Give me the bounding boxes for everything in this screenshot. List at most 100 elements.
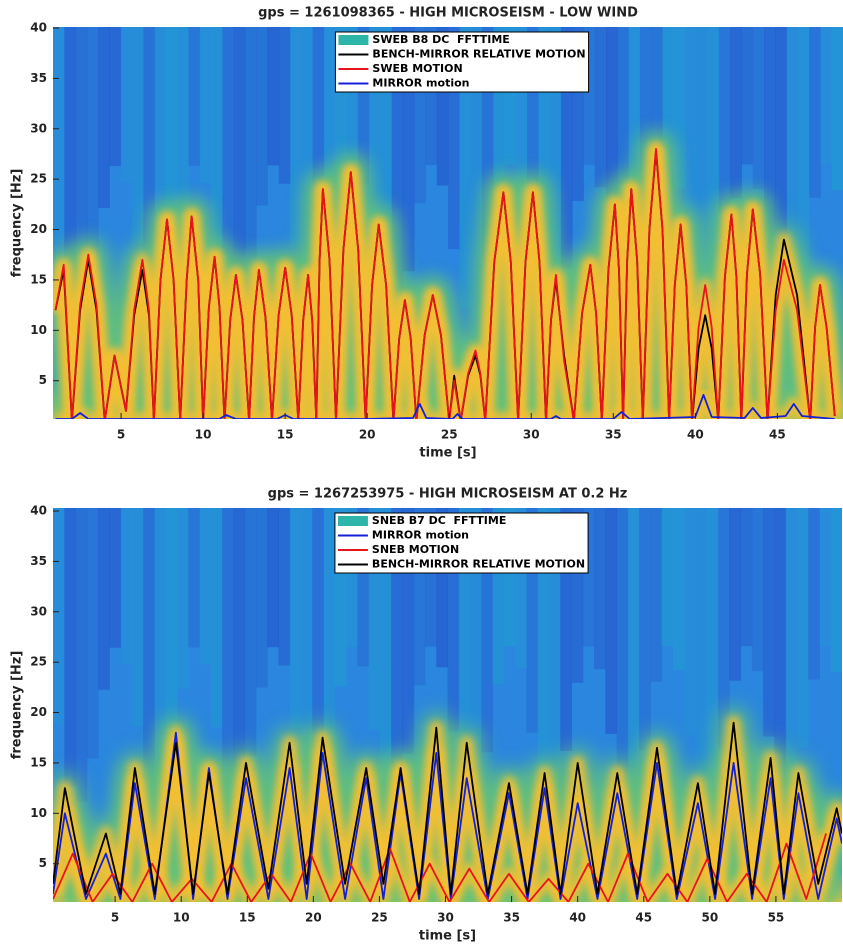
legend-box (334, 31, 590, 93)
spectrogram-texture (424, 508, 437, 647)
spectrogram-texture (470, 508, 482, 800)
x-tick-label: 20 (359, 428, 376, 442)
spectrogram-texture (369, 27, 381, 248)
x-tick-label: 45 (635, 911, 652, 925)
spectrogram-texture (244, 27, 257, 274)
spectrogram-texture (278, 508, 291, 666)
spectrogram-texture (628, 27, 641, 317)
spectrogram-texture (222, 27, 235, 306)
spectrogram-texture (830, 508, 842, 673)
spectrogram-texture (402, 508, 415, 754)
spectrogram-texture (808, 508, 820, 680)
legend-label: MIRROR motion (372, 529, 469, 542)
spectrogram-texture (53, 27, 65, 243)
spectrogram-texture (492, 508, 505, 685)
spectrogram-texture (696, 27, 709, 310)
spectrogram-texture (334, 508, 347, 687)
spectrogram-texture (684, 508, 696, 736)
spectrogram-texture (751, 508, 764, 672)
spectrogram-texture (244, 508, 257, 756)
spectrogram-texture (560, 27, 573, 269)
spectrogram-texture (64, 27, 77, 305)
spectrogram-texture (538, 27, 551, 309)
x-tick-label: 15 (277, 428, 294, 442)
spectrogram-texture (572, 27, 584, 202)
spectrogram-texture (143, 508, 155, 788)
spectrogram-texture (662, 27, 675, 165)
spectrogram-texture (131, 508, 144, 727)
spectrogram-texture (764, 27, 776, 255)
spectrogram-texture (53, 508, 65, 725)
spectrogram-texture (414, 27, 426, 204)
legend: SWEB B8 DC FFTTIME BENCH-MIRROR RELATIVE … (334, 31, 590, 93)
spectrogram-texture (425, 27, 438, 166)
spectrogram-texture (301, 27, 314, 307)
spectrogram-texture (188, 27, 201, 166)
y-tick-label: 5 (39, 856, 47, 870)
x-tick-label: 50 (701, 911, 718, 925)
x-tick-label: 5 (111, 911, 119, 925)
x-tick-label: 15 (239, 911, 256, 925)
spectrogram-texture (549, 27, 562, 317)
spectrogram-texture (616, 508, 629, 792)
spectrogram-texture (527, 27, 539, 251)
spectrogram-texture (165, 508, 178, 758)
spectrogram-texture (571, 508, 584, 683)
spectrogram-texture (335, 27, 347, 205)
spectrogram-texture (594, 508, 606, 670)
spectrogram-texture (786, 27, 799, 316)
spectrogram-texture (132, 27, 144, 244)
spectrogram-texture (436, 27, 449, 186)
spectrogram-texture (774, 508, 787, 794)
spectrogram-texture (86, 508, 99, 759)
spectrogram-texture (481, 508, 494, 753)
spectrogram-texture (515, 508, 527, 669)
spectrogram-texture (143, 27, 156, 305)
y-tick-label: 30 (30, 121, 47, 135)
spectrogram-texture (672, 508, 685, 671)
spectrogram-texture (75, 508, 88, 802)
spectrogram-texture (831, 27, 843, 191)
spectrogram-texture (560, 508, 572, 752)
spectrogram-texture (503, 508, 516, 647)
y-tick-label: 5 (39, 373, 47, 387)
spectrogram-texture (718, 508, 730, 749)
spectrogram-texture (154, 508, 167, 802)
y-tick-label: 15 (30, 755, 47, 769)
x-tick-label: 20 (305, 911, 322, 925)
y-tick-label: 20 (30, 222, 47, 236)
spectrogram-texture (718, 27, 731, 267)
spectrogram-texture (64, 508, 77, 787)
x-tick-label: 40 (687, 428, 704, 442)
spectrogram-texture (809, 27, 821, 198)
legend-label: SWEB MOTION (372, 62, 462, 75)
spectrogram-texture (515, 27, 528, 187)
spectrogram-texture (323, 508, 336, 755)
spectrogram-texture (289, 508, 302, 729)
spectrogram-texture (617, 27, 630, 310)
spectrogram-texture (199, 508, 212, 665)
y-tick-label: 40 (30, 21, 47, 35)
spectrogram-texture (267, 27, 280, 166)
x-tick-label: 5 (117, 428, 125, 442)
spectrogram-texture (233, 508, 246, 801)
spectrogram-texture (459, 27, 472, 308)
spectrogram-texture (267, 508, 279, 648)
spectrogram-texture (368, 508, 381, 730)
spectrogram-texture (775, 27, 788, 311)
x-tick-label: 30 (437, 911, 454, 925)
series-line (53, 833, 827, 902)
spectrogram-texture (661, 508, 674, 647)
spectrogram-texture (346, 27, 359, 166)
spectrogram-texture (210, 508, 223, 728)
spectrogram-texture (233, 27, 246, 319)
spectrogram-texture (458, 508, 471, 791)
spectrogram-texture (188, 508, 201, 648)
x-tick-label: 25 (371, 911, 388, 925)
x-tick-label: 10 (195, 428, 212, 442)
y-tick-label: 15 (30, 272, 47, 286)
legend-label: SWEB B8 DC FFTTIME (372, 33, 509, 46)
spectrogram-texture (357, 508, 370, 667)
spectrogram-texture (290, 27, 302, 247)
